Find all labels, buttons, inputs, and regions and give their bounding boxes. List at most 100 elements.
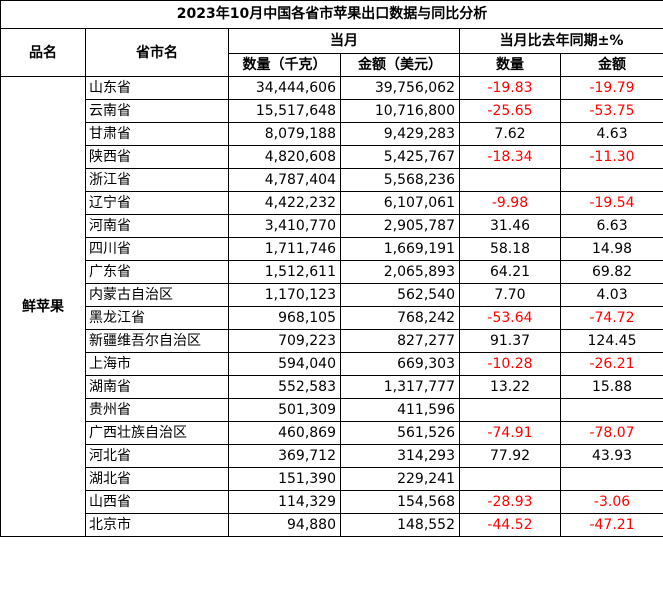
cell-amount: 9,429,283 <box>340 122 460 146</box>
cell-amount: 561,526 <box>340 421 460 445</box>
cell-province: 上海市 <box>85 352 229 376</box>
cell-qty-pct <box>459 467 561 491</box>
table-row: 云南省 15,517,648 10,716,800 -25.65 -53.75 <box>1 99 663 123</box>
cell-amount: 411,596 <box>340 398 460 422</box>
table-row: 浙江省 4,787,404 5,568,236 <box>1 168 663 192</box>
cell-province: 河北省 <box>85 444 229 468</box>
cell-qty-pct: -53.64 <box>459 306 561 330</box>
table-row: 陕西省 4,820,608 5,425,767 -18.34 -11.30 <box>1 145 663 169</box>
cell-quantity: 4,787,404 <box>228 168 341 192</box>
cell-amt-pct <box>559 398 663 422</box>
header-qty-pct: 数量 <box>459 53 561 77</box>
cell-qty-pct: 77.92 <box>459 444 561 468</box>
cell-province: 浙江省 <box>85 168 229 192</box>
table-row: 黑龙江省 968,105 768,242 -53.64 -74.72 <box>1 306 663 330</box>
table-row: 上海市 594,040 669,303 -10.28 -26.21 <box>1 352 663 376</box>
cell-quantity: 15,517,648 <box>228 99 341 123</box>
cell-quantity: 369,712 <box>228 444 341 468</box>
cell-qty-pct: -74.91 <box>459 421 561 445</box>
table-row: 广东省 1,512,611 2,065,893 64.21 69.82 <box>1 260 663 284</box>
apple-export-table: 2023年10月中国各省市苹果出口数据与同比分析 品名 省市名 当月 当月比去年… <box>0 0 663 537</box>
cell-amt-pct <box>559 467 663 491</box>
cell-amount: 39,756,062 <box>340 76 460 100</box>
table-row: 辽宁省 4,422,232 6,107,061 -9.98 -19.54 <box>1 191 663 215</box>
table-title: 2023年10月中国各省市苹果出口数据与同比分析 <box>0 0 663 29</box>
cell-quantity: 151,390 <box>228 467 341 491</box>
cell-province: 河南省 <box>85 214 229 238</box>
cell-qty-pct: -19.83 <box>459 76 561 100</box>
cell-province: 云南省 <box>85 99 229 123</box>
cell-amount: 314,293 <box>340 444 460 468</box>
cell-amount: 229,241 <box>340 467 460 491</box>
cell-qty-pct: 91.37 <box>459 329 561 353</box>
cell-quantity: 94,880 <box>228 513 341 537</box>
cell-province: 甘肃省 <box>85 122 229 146</box>
header-amount: 金额（美元） <box>340 53 460 77</box>
table-row: 新疆维吾尔自治区 709,223 827,277 91.37 124.45 <box>1 329 663 353</box>
cell-province: 新疆维吾尔自治区 <box>85 329 229 353</box>
cell-amt-pct: -11.30 <box>559 145 663 169</box>
cell-amt-pct: 69.82 <box>559 260 663 284</box>
cell-qty-pct: -18.34 <box>459 145 561 169</box>
cell-province: 贵州省 <box>85 398 229 422</box>
cell-province: 广西壮族自治区 <box>85 421 229 445</box>
table-row: 贵州省 501,309 411,596 <box>1 398 663 422</box>
table-row: 四川省 1,711,746 1,669,191 58.18 14.98 <box>1 237 663 261</box>
cell-amount: 669,303 <box>340 352 460 376</box>
cell-amount: 562,540 <box>340 283 460 307</box>
cell-amount: 2,905,787 <box>340 214 460 238</box>
cell-amt-pct: -3.06 <box>559 490 663 514</box>
cell-amount: 827,277 <box>340 329 460 353</box>
cell-quantity: 594,040 <box>228 352 341 376</box>
cell-amt-pct: -78.07 <box>559 421 663 445</box>
cell-province: 北京市 <box>85 513 229 537</box>
cell-amt-pct: -47.21 <box>559 513 663 537</box>
cell-quantity: 460,869 <box>228 421 341 445</box>
cell-amt-pct: -19.54 <box>559 191 663 215</box>
cell-qty-pct: -25.65 <box>459 99 561 123</box>
cell-amount: 5,425,767 <box>340 145 460 169</box>
table-row: 河北省 369,712 314,293 77.92 43.93 <box>1 444 663 468</box>
table-row: 湖南省 552,583 1,317,777 13.22 15.88 <box>1 375 663 399</box>
cell-qty-pct: 7.70 <box>459 283 561 307</box>
cell-quantity: 4,820,608 <box>228 145 341 169</box>
cell-quantity: 3,410,770 <box>228 214 341 238</box>
cell-quantity: 1,711,746 <box>228 237 341 261</box>
cell-amt-pct: -19.79 <box>559 76 663 100</box>
cell-qty-pct: 64.21 <box>459 260 561 284</box>
cell-qty-pct: 7.62 <box>459 122 561 146</box>
table-row: 北京市 94,880 148,552 -44.52 -47.21 <box>1 513 663 537</box>
cell-qty-pct: -28.93 <box>459 490 561 514</box>
table-row: 山西省 114,329 154,568 -28.93 -3.06 <box>1 490 663 514</box>
cell-amt-pct: 15.88 <box>559 375 663 399</box>
table-row: 内蒙古自治区 1,170,123 562,540 7.70 4.03 <box>1 283 663 307</box>
cell-amount: 10,716,800 <box>340 99 460 123</box>
cell-amt-pct: 4.03 <box>559 283 663 307</box>
cell-province: 湖北省 <box>85 467 229 491</box>
cell-quantity: 709,223 <box>228 329 341 353</box>
cell-quantity: 552,583 <box>228 375 341 399</box>
table-row: 湖北省 151,390 229,241 <box>1 467 663 491</box>
cell-qty-pct: 58.18 <box>459 237 561 261</box>
cell-quantity: 501,309 <box>228 398 341 422</box>
cell-quantity: 4,422,232 <box>228 191 341 215</box>
cell-amount: 148,552 <box>340 513 460 537</box>
cell-amt-pct: 4.63 <box>559 122 663 146</box>
cell-province: 内蒙古自治区 <box>85 283 229 307</box>
table-row: 鲜苹果 山东省 34,444,606 39,756,062 -19.83 -19.79 <box>0 76 663 537</box>
header-yoy: 当月比去年同期±% <box>458 28 663 54</box>
cell-quantity: 1,170,123 <box>228 283 341 307</box>
cell-quantity: 34,444,606 <box>228 76 341 100</box>
cell-province: 四川省 <box>85 237 229 261</box>
cell-province: 山西省 <box>85 490 229 514</box>
cell-province: 辽宁省 <box>85 191 229 215</box>
cell-amt-pct: 43.93 <box>559 444 663 468</box>
header-province: 省市名 <box>85 28 229 77</box>
header-current-month: 当月 <box>228 28 460 54</box>
cell-qty-pct: 31.46 <box>459 214 561 238</box>
cell-amount: 5,568,236 <box>340 168 460 192</box>
cell-quantity: 968,105 <box>228 306 341 330</box>
cell-amt-pct: -26.21 <box>559 352 663 376</box>
cell-qty-pct: -9.98 <box>459 191 561 215</box>
header-amt-pct: 金额 <box>559 53 663 77</box>
